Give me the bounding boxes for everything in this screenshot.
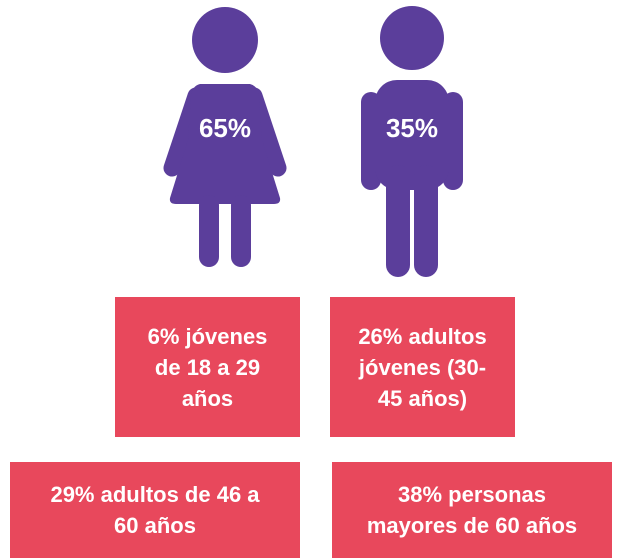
figures: 65% 35% — [163, 6, 463, 277]
box-text: 6% jóvenes — [147, 323, 268, 349]
info-box: 29% adultos de 46 a 60 años — [10, 462, 300, 558]
box-text: de 18 a 29 — [154, 354, 261, 380]
female-figure: 65% — [163, 7, 287, 267]
box-text: 38% personas — [398, 482, 546, 507]
info-box: 26% adultos jóvenes (30- 45 años) — [330, 297, 515, 437]
box-text: 45 años) — [377, 385, 468, 411]
box-text: 26% adultos — [358, 323, 487, 349]
info-box: 6% jóvenes de 18 a 29 años — [115, 297, 300, 437]
box-text: años — [181, 385, 234, 411]
figure-label: 35% — [386, 113, 438, 143]
box-text: mayores de 60 años — [366, 513, 578, 538]
box-text: jóvenes (30- — [358, 354, 487, 380]
male-figure: 35% — [361, 6, 463, 277]
box-text: 29% adultos de 46 a — [50, 482, 260, 507]
figure-label: 65% — [199, 113, 251, 143]
box-text: 60 años — [114, 513, 196, 538]
info-box: 38% personas mayores de 60 años — [332, 462, 612, 558]
